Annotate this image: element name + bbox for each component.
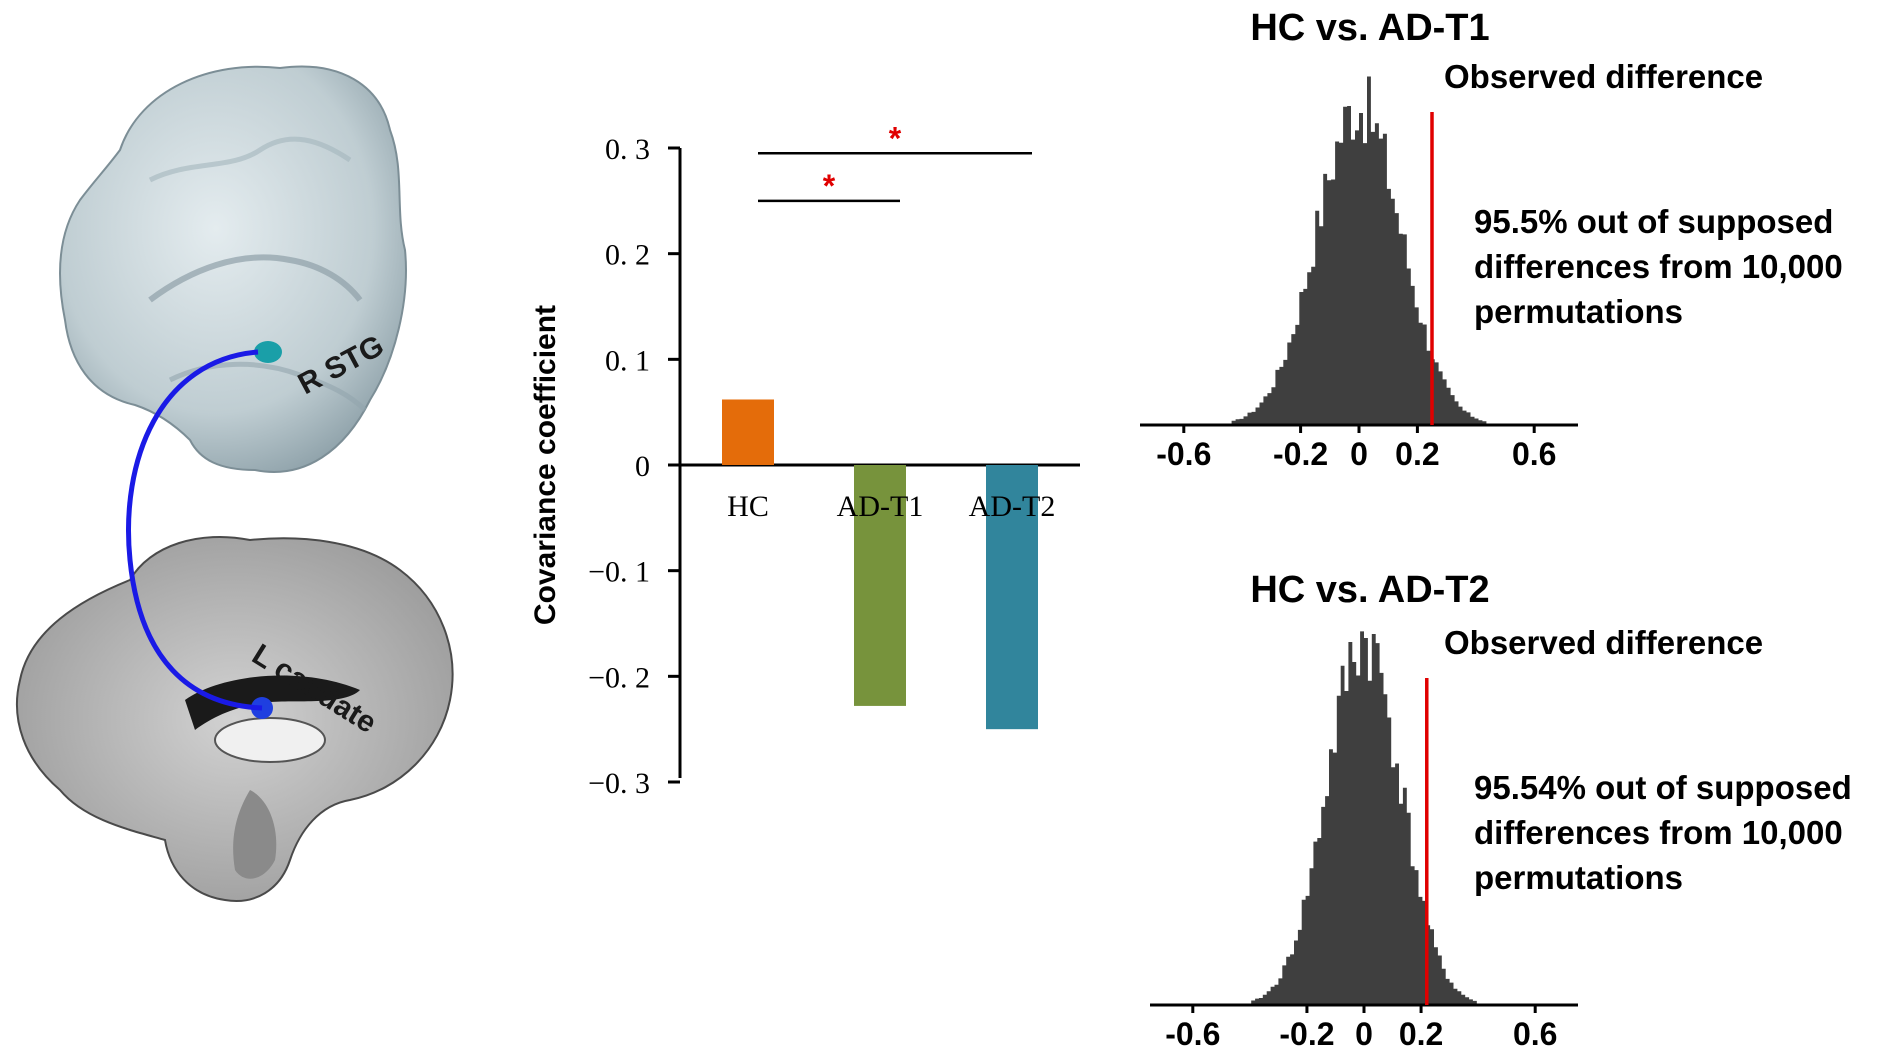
histogram-bars: [1251, 631, 1477, 1005]
brain-illustration: R STG L caudate: [16, 65, 454, 902]
observed-difference-label: Observed difference: [1444, 58, 1763, 95]
permutation-annotation-line: permutations: [1474, 293, 1683, 330]
bar-chart-category-label: AD-T2: [969, 490, 1056, 523]
permutation-annotation-line: permutations: [1474, 859, 1683, 896]
histogram-x-tick-label: -0.2: [1279, 1016, 1334, 1046]
histogram-x-tick-label: -0.6: [1156, 436, 1211, 472]
brainstem-image: [233, 790, 277, 879]
significance-star: *: [823, 168, 836, 204]
histogram-hc-vs-ad-t2: HC vs. AD-T2 -0.6 -0.2 0 0.2 0.6 Observed diff…: [1150, 569, 1852, 1046]
histogram-x-tick-label: -0.2: [1273, 436, 1328, 472]
bar-chart-y-tick-label: 0. 3: [605, 133, 650, 166]
observed-difference-label: Observed difference: [1444, 624, 1763, 661]
cortex-sulcus-image: [148, 254, 363, 303]
histogram-x-tick-label: 0.6: [1512, 436, 1556, 472]
bar-chart: Covariance coefficient 0. 3 0. 2 0. 1 0 −0. …: [529, 120, 1080, 800]
permutation-annotation-line: differences from 10,000: [1474, 248, 1843, 285]
stg-region-blob: [254, 341, 282, 363]
cortex-fold-image: [148, 136, 352, 183]
histogram-x-tick-label: -0.6: [1165, 1016, 1220, 1046]
significance-star: *: [889, 120, 902, 156]
permutation-annotation-line: 95.54% out of supposed: [1474, 769, 1852, 806]
bar-chart-category-label: HC: [727, 490, 769, 523]
connection-arc: [126, 349, 263, 711]
histogram-x-tick-label: 0.6: [1513, 1016, 1557, 1046]
bar-ad-t1: [854, 465, 906, 706]
sagittal-slice-image: [16, 536, 454, 902]
histogram-x-tick-label: 0.2: [1399, 1016, 1443, 1046]
histogram-bars: [1231, 76, 1487, 425]
bar-chart-y-tick-label: −0. 1: [588, 556, 650, 589]
bar-chart-y-tick-label: 0. 1: [605, 344, 650, 377]
permutation-annotation-line: differences from 10,000: [1474, 814, 1843, 851]
histogram-hc-vs-ad-t1: HC vs. AD-T1 -0.6 -0.2 0 0.2 0.6 Observed diff…: [1140, 7, 1843, 472]
histogram-x-tick-label: 0: [1350, 436, 1368, 472]
bar-chart-y-tick-label: −0. 3: [588, 767, 650, 800]
bar-chart-y-axis-label: Covariance coefficient: [529, 305, 562, 625]
bar-chart-y-tick-label: −0. 2: [588, 661, 650, 694]
bar-chart-y-tick-label: 0. 2: [605, 239, 650, 272]
ventricle-image: [214, 717, 326, 763]
bar-chart-y-tick-label: 0: [635, 450, 650, 483]
cortex-surface-image: [59, 65, 407, 473]
histogram-x-tick-label: 0: [1355, 1016, 1373, 1046]
histogram-title: HC vs. AD-T2: [1250, 569, 1489, 611]
histogram-title: HC vs. AD-T1: [1250, 7, 1489, 49]
permutation-annotation-line: 95.5% out of supposed: [1474, 203, 1833, 240]
bar-ad-t2: [986, 465, 1038, 730]
bar-chart-category-label: AD-T1: [837, 490, 924, 523]
corpus-callosum-image: [185, 675, 360, 730]
bar-hc: [722, 399, 774, 465]
histogram-x-tick-label: 0.2: [1395, 436, 1439, 472]
